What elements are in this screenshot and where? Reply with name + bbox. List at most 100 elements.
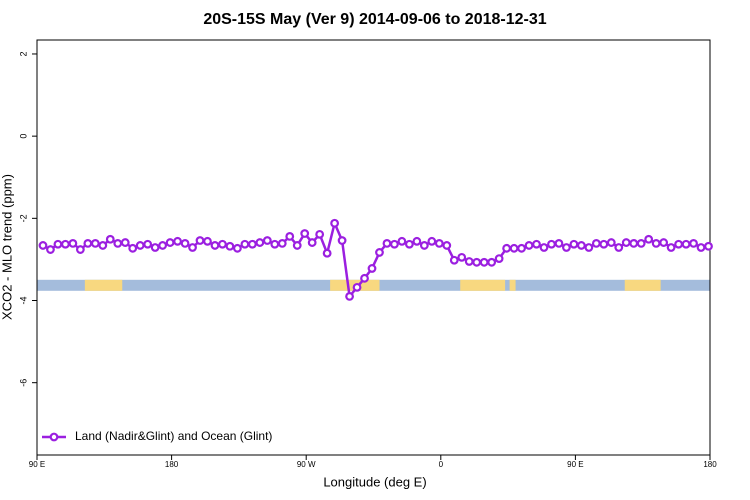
x-tick-label: 90 E [29, 460, 45, 469]
x-tick-label: 180 [165, 460, 179, 469]
chart-title: 20S-15S May (Ver 9) 2014-09-06 to 2018-1… [203, 11, 546, 28]
data-point [397, 236, 407, 246]
data-point [375, 248, 384, 257]
data-point [502, 243, 512, 253]
data-point [382, 238, 392, 248]
data-point [449, 255, 459, 265]
data-point [487, 257, 497, 267]
data-point [330, 218, 340, 228]
data-point [614, 243, 624, 252]
data-point [285, 232, 295, 241]
data-point [233, 243, 242, 253]
data-point [53, 239, 63, 249]
data-point [270, 239, 280, 249]
data-point [367, 264, 377, 273]
data-point [427, 236, 437, 246]
data-point [644, 234, 654, 244]
data-point [674, 239, 683, 249]
data-point [636, 238, 646, 248]
data-point [412, 236, 422, 246]
data-point [255, 238, 265, 247]
data-point [150, 243, 160, 252]
land-band [460, 279, 506, 291]
data-point [464, 257, 474, 266]
data-point [659, 238, 669, 247]
data-point [262, 236, 272, 245]
data-point [547, 239, 556, 249]
data-point [479, 257, 489, 267]
data-point [277, 238, 287, 248]
x-tick-label: 90 W [297, 460, 316, 469]
data-point [337, 236, 347, 245]
data-point [322, 248, 332, 258]
y-tick-label: 2 [18, 51, 28, 56]
data-point [165, 238, 175, 247]
data-point [457, 252, 467, 262]
data-point [188, 243, 197, 252]
data-point [105, 234, 115, 244]
data-point [591, 238, 601, 248]
data-point [240, 239, 250, 249]
data-point [442, 241, 452, 250]
data-point [584, 243, 594, 252]
data-point [360, 273, 369, 283]
land-band [84, 279, 123, 291]
data-point [247, 239, 257, 249]
x-axis-label: Longitude (deg E) [323, 474, 426, 489]
data-point [352, 282, 362, 292]
x-tick-label: 0 [439, 460, 444, 469]
data-point [218, 239, 227, 249]
data-point [135, 241, 145, 250]
data-point [128, 243, 138, 253]
data-point [158, 241, 168, 250]
data-point [681, 239, 691, 249]
data-point [524, 241, 534, 250]
data-point [390, 239, 399, 249]
data-point [509, 243, 519, 253]
data-point [404, 239, 414, 249]
y-tick-label: -6 [18, 379, 28, 387]
data-point [434, 238, 444, 248]
land-band [624, 279, 661, 291]
y-tick-label: -2 [18, 214, 28, 222]
data-point [621, 238, 631, 247]
data-point [180, 238, 190, 248]
y-tick-label: -4 [18, 296, 28, 304]
data-point [419, 241, 429, 250]
data-point [696, 243, 706, 252]
data-point [173, 236, 182, 246]
data-point [143, 239, 153, 249]
data-point [666, 243, 676, 252]
data-point [68, 238, 78, 248]
data-point [539, 243, 549, 252]
data-point [689, 238, 698, 248]
legend-marker [49, 432, 59, 442]
data-point [83, 238, 93, 248]
data-point [494, 254, 504, 263]
data-point [113, 238, 123, 248]
data-point [210, 241, 220, 250]
y-axis-label: XCO2 - MLO trend (ppm) [0, 174, 14, 320]
data-point [562, 243, 571, 252]
data-point [300, 229, 310, 238]
data-point [576, 241, 586, 250]
data-point [517, 243, 526, 253]
data-point [46, 245, 55, 254]
data-point [606, 238, 616, 247]
data-point [38, 241, 48, 250]
data-point [225, 241, 235, 251]
data-point [203, 236, 212, 246]
data-point [651, 238, 661, 248]
data-point [120, 238, 130, 247]
data-point [629, 238, 639, 248]
data-point [75, 245, 85, 254]
data-point [307, 238, 317, 247]
data-point [554, 238, 564, 248]
data-point [315, 229, 325, 239]
data-point [292, 241, 302, 250]
legend-label: Land (Nadir&Glint) and Ocean (Glint) [75, 429, 272, 443]
y-tick-label: 0 [18, 134, 28, 139]
data-point [345, 291, 354, 301]
data-point [98, 241, 108, 250]
